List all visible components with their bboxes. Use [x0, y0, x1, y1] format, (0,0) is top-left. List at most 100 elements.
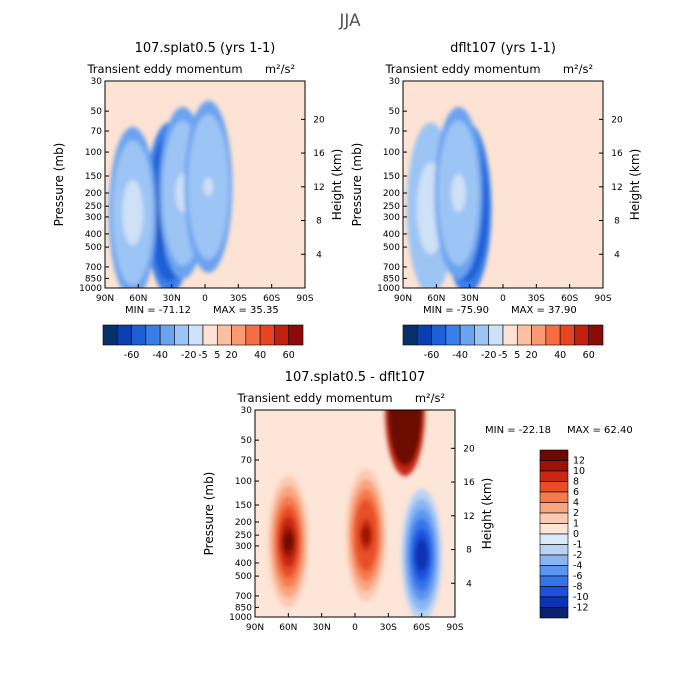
colorbar-label: -6: [573, 571, 582, 582]
x-tick-label: 90S: [594, 294, 611, 304]
y2-tick-label: 4: [614, 250, 620, 260]
colorbar-swatch: [539, 512, 569, 524]
y-tick-label: 700: [383, 263, 400, 273]
colorbar-label: -5: [198, 350, 207, 361]
colorbar: -60 -40 -20 -5 5 20 40 60: [402, 324, 604, 361]
x-tick-label: 60S: [413, 623, 430, 633]
plot-area: [403, 81, 603, 288]
y2-axis-label: Height (km): [628, 149, 642, 220]
colorbar-label: -40: [152, 350, 168, 361]
y-tick-label: 400: [383, 230, 400, 240]
units-label: m²/s²: [265, 62, 295, 76]
y-tick-label: 150: [235, 501, 252, 511]
colorbar-swatch: [516, 324, 532, 346]
y2-tick-label: 16: [463, 478, 475, 488]
extremum-core: [361, 526, 372, 545]
colorbar-label: -4: [573, 561, 582, 572]
y-tick-label: 200: [85, 189, 102, 199]
colorbar-label: 1: [573, 519, 579, 530]
max-label: MAX = 62.40: [567, 425, 633, 436]
x-tick-label: 30S: [230, 294, 247, 304]
y-tick-label: 300: [85, 213, 102, 223]
extremum-core: [203, 177, 214, 196]
colorbar-swatch: [288, 324, 304, 346]
colorbar-swatch: [539, 544, 569, 556]
colorbar-swatch: [188, 324, 204, 346]
colorbar-swatch: [539, 523, 569, 535]
x-tick-label: 90N: [246, 623, 264, 633]
colorbar-swatch: [116, 324, 132, 346]
colorbar-label: 5: [514, 350, 520, 361]
y-tick-label: 70: [241, 456, 253, 466]
colorbar-label: 10: [573, 466, 585, 477]
y-tick-label: 100: [383, 148, 400, 158]
colorbar-label: 40: [554, 350, 566, 361]
colorbar-swatch: [445, 324, 461, 346]
y-tick-label: 70: [91, 127, 103, 137]
min-label: MIN = -22.18: [485, 425, 551, 436]
colorbar-swatch: [531, 324, 547, 346]
colorbar-swatch: [174, 324, 190, 346]
colorbar-swatch: [539, 596, 569, 608]
y2-tick-label: 20: [463, 444, 475, 454]
colorbar-swatch: [459, 324, 475, 346]
x-tick-label: 60N: [427, 294, 445, 304]
y2-tick-label: 20: [611, 115, 623, 125]
extremum-core: [400, 410, 410, 419]
x-tick-label: 30N: [461, 294, 479, 304]
colorbar-swatch: [539, 565, 569, 577]
y-tick-label: 70: [389, 127, 401, 137]
x-tick-label: 0: [352, 623, 358, 633]
y-axis-label: Pressure (mb): [52, 143, 66, 227]
colorbar-label: 6: [573, 487, 579, 498]
colorbar: -60 -40 -20 -5 5 20 40 60: [102, 324, 304, 361]
y-axis-label: Pressure (mb): [350, 143, 364, 227]
y-tick-label: 30: [389, 77, 401, 87]
colorbar-label: -8: [573, 582, 582, 593]
colorbar-label: -60: [124, 350, 140, 361]
y-tick-label: 100: [235, 477, 252, 487]
colorbar-swatch: [131, 324, 147, 346]
colorbar-label: 5: [214, 350, 220, 361]
y2-tick-label: 16: [313, 149, 325, 159]
x-tick-label: 90S: [296, 294, 313, 304]
y2-tick-label: 20: [313, 115, 325, 125]
x-tick-label: 30N: [313, 623, 331, 633]
colorbar-swatch: [539, 554, 569, 566]
colorbar-label: -5: [498, 350, 507, 361]
y-tick-label: 850: [235, 603, 252, 613]
colorbar-label: 0: [573, 529, 579, 540]
y-tick-label: 250: [85, 202, 102, 212]
panel-subtitle: Transient eddy momentum: [384, 62, 540, 76]
colorbar-swatch: [588, 324, 604, 346]
y-tick-label: 250: [235, 531, 252, 541]
colorbar-swatch: [274, 324, 290, 346]
colorbar-swatch: [145, 324, 161, 346]
colorbar-swatch: [259, 324, 275, 346]
colorbar-swatch: [559, 324, 575, 346]
y-tick-label: 400: [235, 559, 252, 569]
colorbar-label: 20: [526, 350, 538, 361]
max-label: MAX = 37.90: [511, 305, 577, 316]
x-tick-label: 60N: [129, 294, 147, 304]
colorbar-label: 60: [283, 350, 295, 361]
x-tick-label: 60S: [263, 294, 280, 304]
extremum-core: [453, 183, 464, 202]
extremum-core: [416, 546, 427, 565]
colorbar-label: 4: [573, 498, 579, 509]
colorbar-label: 20: [226, 350, 238, 361]
x-tick-label: 60S: [561, 294, 578, 304]
colorbar-swatch: [539, 607, 569, 619]
extremum-core: [283, 532, 294, 551]
contour-fills: [268, 410, 442, 617]
colorbar-swatch: [539, 460, 569, 472]
y2-tick-label: 4: [316, 250, 322, 260]
colorbar-swatch: [539, 575, 569, 587]
chart-panel-1: 107.splat0.5 (yrs 1-1) Transient eddy mom…: [52, 41, 344, 361]
colorbar-swatch: [545, 324, 561, 346]
y-tick-label: 200: [383, 189, 400, 199]
y2-axis-label: Height (km): [480, 478, 494, 549]
colorbar-swatch: [539, 586, 569, 598]
y-tick-label: 1000: [79, 284, 102, 294]
